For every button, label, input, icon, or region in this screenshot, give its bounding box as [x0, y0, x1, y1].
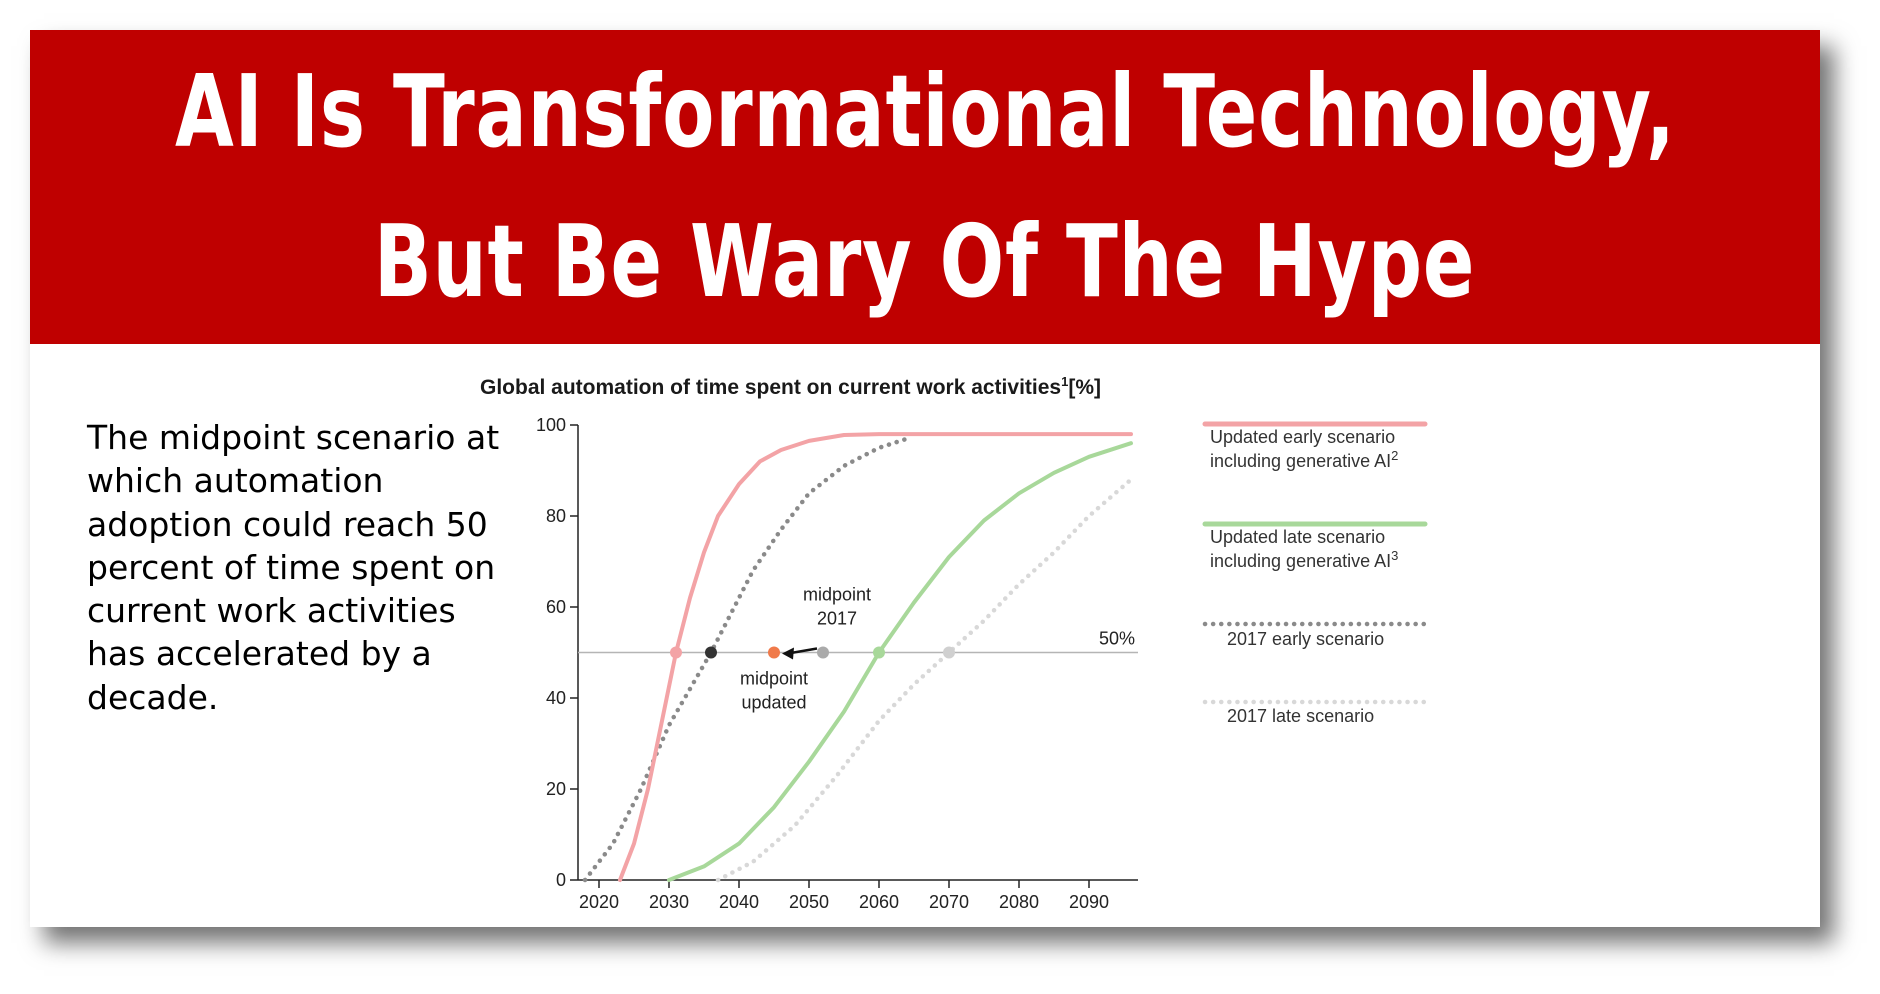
- y-tick-label: 80: [546, 506, 566, 526]
- series-line-0: [618, 432, 1133, 882]
- legend-label-0-line1: Updated early scenario: [1210, 427, 1395, 447]
- late-updated-midpoint-dot: [873, 646, 885, 659]
- series-line-2: [582, 436, 910, 883]
- midpoint-2017-label-line1: midpoint: [803, 585, 871, 605]
- x-tick-label: 2030: [649, 892, 689, 912]
- midpoint-updated-label-line2: updated: [741, 693, 806, 713]
- late-2017-midpoint-dot: [943, 646, 955, 659]
- legend-label-0-line2: including generative AI2: [1210, 448, 1398, 471]
- x-tick-label: 2020: [579, 892, 619, 912]
- y-tick-label: 100: [536, 415, 566, 435]
- y-tick-label: 20: [546, 779, 566, 799]
- legend-footnote-0: 2: [1391, 448, 1398, 463]
- chart-title: Global automation of time spent on curre…: [480, 374, 1101, 400]
- banner-title-line-2: But Be Wary Of The Hype: [374, 203, 1476, 320]
- early-updated-midpoint-dot: [670, 646, 682, 659]
- y-tick-label: 40: [546, 688, 566, 708]
- chart-series: [582, 432, 1134, 883]
- early-2017-midpoint-dot: [705, 646, 717, 659]
- y-tick-label: 60: [546, 597, 566, 617]
- x-tick-label: 2080: [999, 892, 1039, 912]
- legend-footnote-1: 3: [1391, 548, 1398, 563]
- midpoint-updated-dot: [768, 646, 780, 659]
- midpoint-2017-dot: [817, 646, 829, 659]
- card: AI Is Transformational Technology, But B…: [30, 30, 1820, 927]
- body-text: The midpoint scenario at which automatio…: [87, 418, 500, 717]
- x-tick-label: 2070: [929, 892, 969, 912]
- title-banner: AI Is Transformational Technology, But B…: [30, 30, 1820, 344]
- reference-line-label: 50%: [1099, 629, 1135, 649]
- y-tick-label: 0: [556, 870, 566, 890]
- reference-line-group: 50%: [578, 629, 1138, 654]
- midpoint-updated-label-line1: midpoint: [740, 669, 808, 689]
- midpoint-shift-arrowhead: [782, 647, 794, 660]
- legend-label-2-line1: 2017 early scenario: [1227, 629, 1384, 649]
- banner-title-line-1: AI Is Transformational Technology,: [174, 53, 1676, 170]
- x-tick-label: 2040: [719, 892, 759, 912]
- x-tick-label: 2090: [1069, 892, 1109, 912]
- x-tick-label: 2060: [859, 892, 899, 912]
- legend-label-1-line1: Updated late scenario: [1210, 527, 1385, 547]
- series-line-1: [667, 441, 1133, 882]
- midpoint-2017-label-line2: 2017: [817, 609, 857, 629]
- x-tick-label: 2050: [789, 892, 829, 912]
- chart-title-text: Global automation of time spent on curre…: [480, 376, 1062, 399]
- chart-title-unit: [%]: [1068, 376, 1101, 399]
- chart-markers: midpoint 2017 midpoint updated: [670, 585, 955, 713]
- chart-title-footnote: 1: [1061, 374, 1069, 389]
- legend-label-3-line1: 2017 late scenario: [1227, 706, 1374, 726]
- legend-label-1-line2: including generative AI3: [1210, 548, 1398, 571]
